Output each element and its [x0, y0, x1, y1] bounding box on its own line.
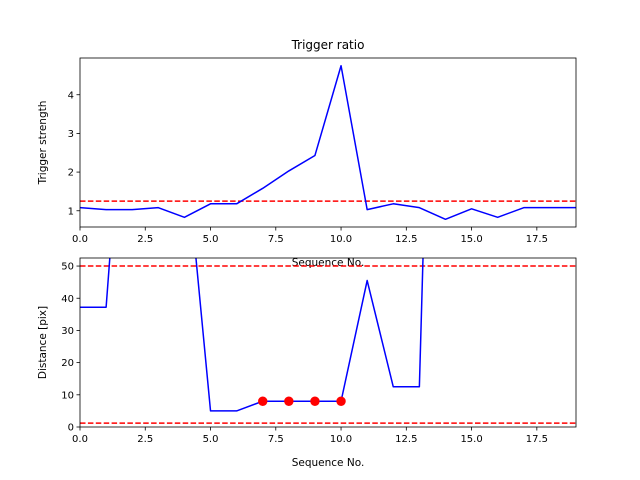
y-tick-label: 30 [61, 326, 74, 337]
highlight-point [336, 396, 346, 406]
series-line [80, 258, 424, 412]
x-tick-label: 5.0 [203, 234, 219, 245]
x-tick-label: 7.5 [268, 234, 284, 245]
x-tick-label: 0.0 [72, 434, 88, 445]
axes-frame [79, 257, 577, 428]
x-tick-label: 2.5 [137, 234, 153, 245]
highlight-point [284, 396, 294, 406]
y-tick-label: 2 [68, 168, 74, 179]
x-tick-label: 15.0 [460, 434, 482, 445]
y-tick-label: 10 [61, 390, 74, 401]
x-tick-label: 5.0 [203, 434, 219, 445]
y-tick-label: 4 [68, 90, 74, 101]
x-tick-label: 0.0 [72, 234, 88, 245]
y-axis-label: Trigger strength [37, 101, 49, 186]
y-tick-label: 3 [68, 129, 74, 140]
series-line [80, 64, 576, 221]
highlight-point [258, 396, 268, 406]
y-tick-label: 40 [61, 294, 74, 305]
chart-panel-1: 0.0 2.5 5.0 7.5 10.0 12.5 15.0 17.5 1 2 3 4 Sequence… [37, 38, 577, 269]
x-tick-label: 7.5 [268, 434, 284, 445]
x-tick-label: 17.5 [526, 434, 548, 445]
axes-frame [79, 57, 577, 228]
y-tick-label: 0 [68, 423, 74, 434]
x-tick-label: 12.5 [395, 434, 417, 445]
y-tick-label: 1 [68, 206, 74, 217]
x-axis-label: Sequence No. [292, 457, 365, 469]
x-tick-label: 10.0 [330, 234, 352, 245]
x-tick-label: 17.5 [526, 234, 548, 245]
highlight-point [310, 396, 320, 406]
x-tick-label: 15.0 [460, 234, 482, 245]
y-tick-label: 20 [61, 358, 74, 369]
y-tick-label: 50 [61, 262, 74, 273]
x-tick-label: 12.5 [395, 234, 417, 245]
y-axis-label: Distance [pix] [37, 306, 49, 379]
chart-title: Trigger ratio [291, 38, 365, 52]
x-tick-label: 10.0 [330, 434, 352, 445]
x-tick-label: 2.5 [137, 434, 153, 445]
x-axis-label: Sequence No. [292, 257, 365, 269]
chart-panel-2: 0.0 2.5 5.0 7.5 10.0 12.5 15.0 17.5 0 10 20 30 40 50 S… [37, 257, 577, 469]
